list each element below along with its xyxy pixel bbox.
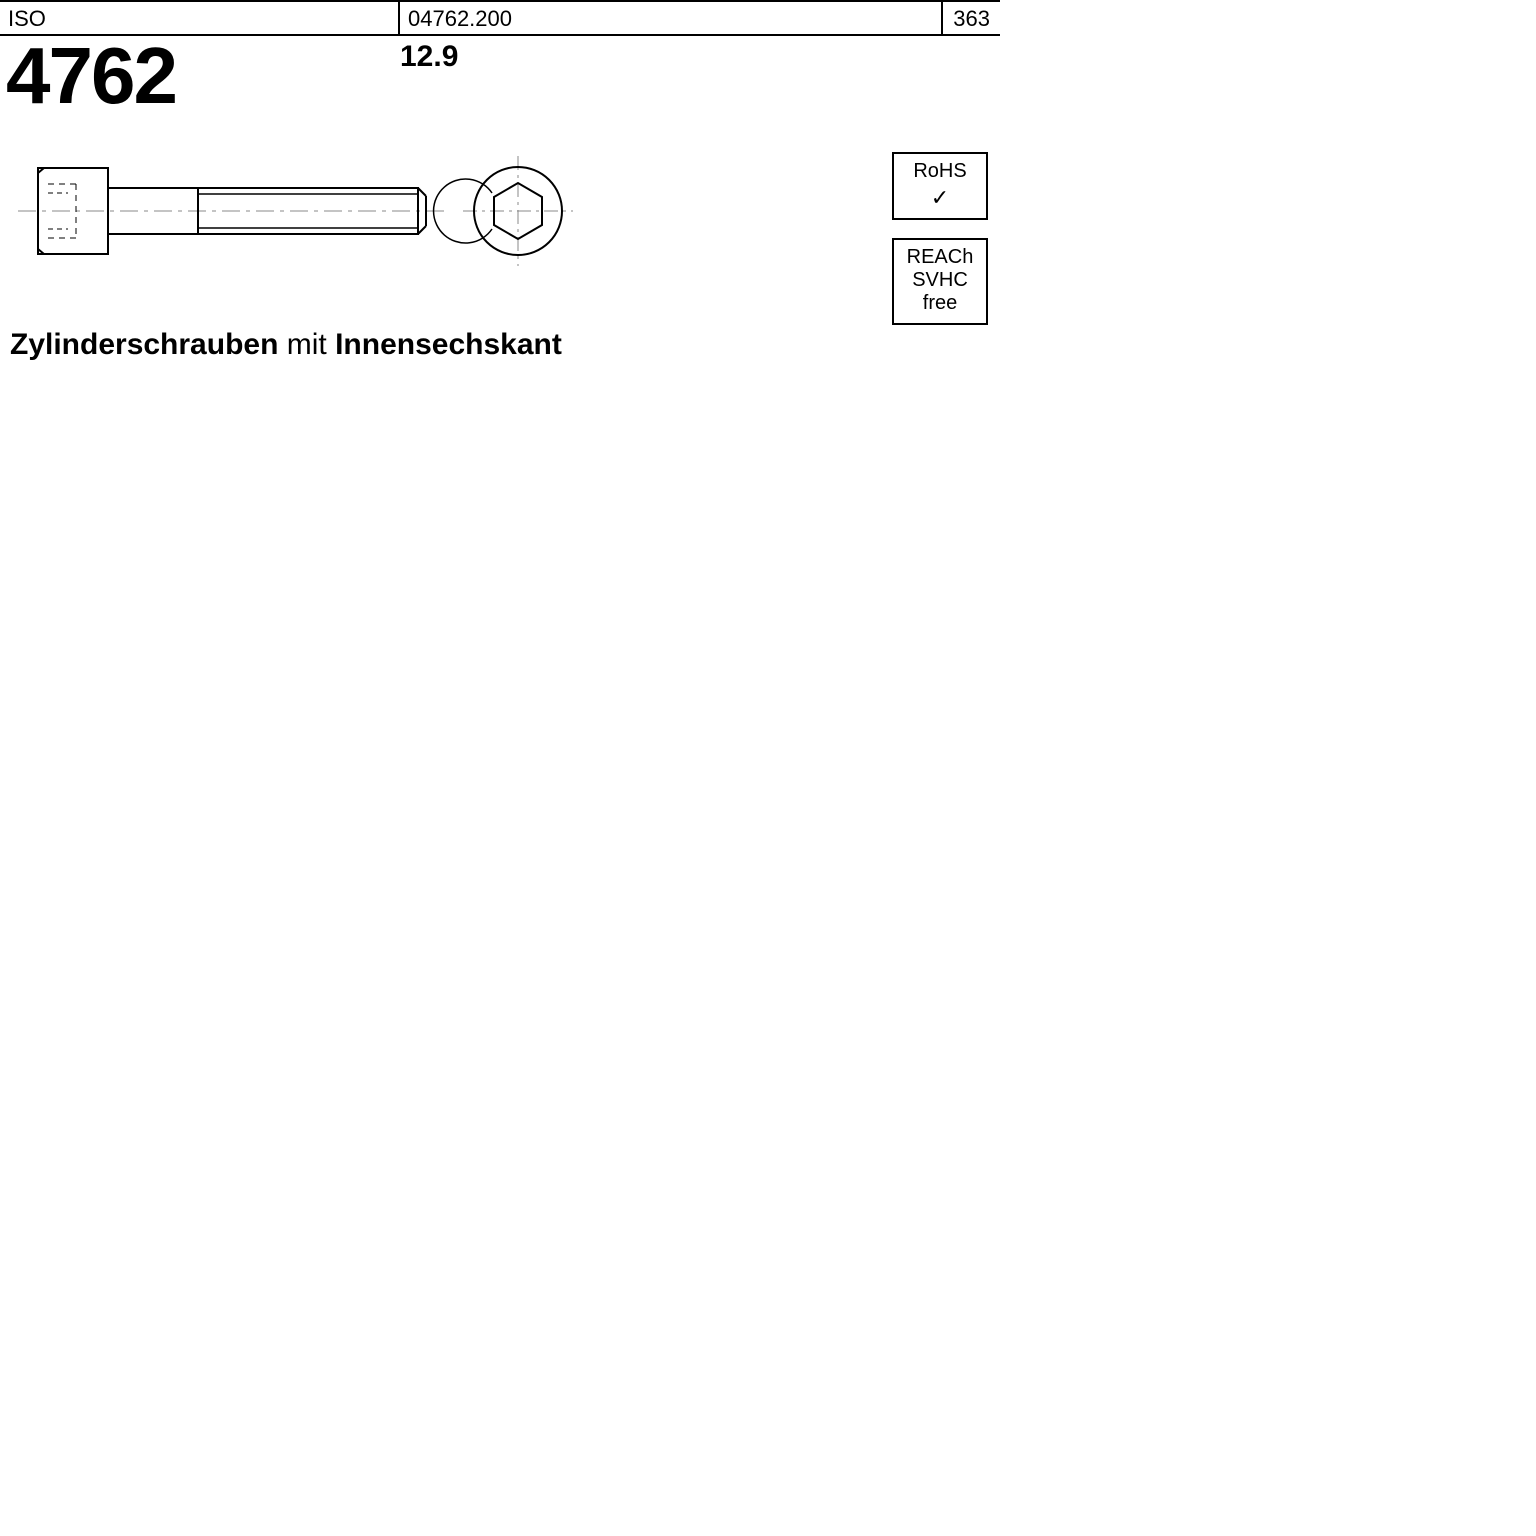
- standard-number: 4762: [0, 36, 400, 116]
- technical-drawing: [18, 156, 618, 266]
- header-standard-label: ISO: [0, 2, 400, 34]
- rohs-label: RoHS: [894, 160, 986, 183]
- desc-part2: Innensechskant: [335, 328, 562, 361]
- product-description: Zylinderschrauben mit Innensechskant: [10, 328, 562, 362]
- header-page-number: 363: [941, 2, 1000, 34]
- desc-connector: mit: [278, 328, 335, 361]
- header-code: 04762.200: [400, 2, 941, 34]
- check-icon: ✓: [894, 185, 986, 210]
- rohs-badge: RoHS ✓: [892, 152, 988, 220]
- title-row: 4762 12.9: [0, 36, 1000, 116]
- compliance-badges: RoHS ✓ REACh SVHC free: [892, 152, 988, 325]
- strength-grade: 12.9: [400, 36, 458, 74]
- reach-line3: free: [894, 292, 986, 315]
- datasheet-card: ISO 04762.200 363 4762 12.9: [0, 0, 1000, 420]
- reach-badge: REACh SVHC free: [892, 238, 988, 325]
- desc-part1: Zylinderschrauben: [10, 328, 278, 361]
- reach-line1: REACh: [894, 246, 986, 269]
- bolt-drawing-svg: [18, 156, 618, 266]
- reach-line2: SVHC: [894, 269, 986, 292]
